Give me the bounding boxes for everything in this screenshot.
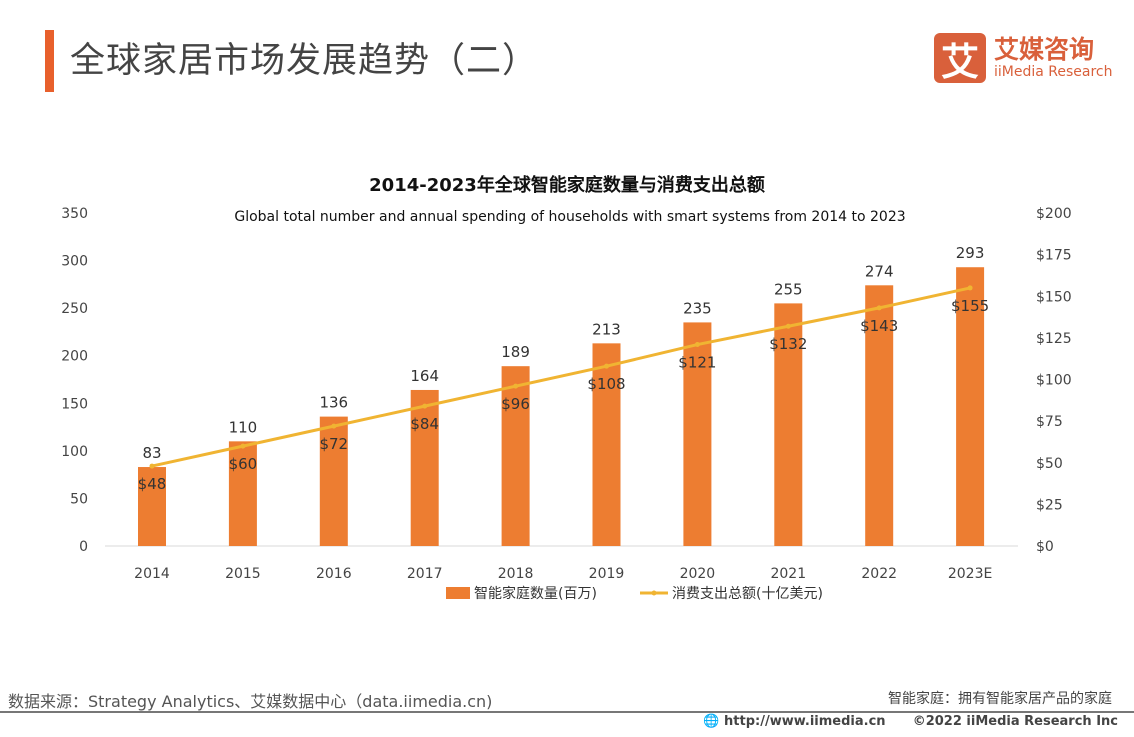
right-axis-tick: $200	[1036, 206, 1072, 222]
line-point	[240, 443, 246, 449]
line-label: $84	[410, 415, 439, 433]
line-point	[694, 342, 700, 348]
data-source: 数据来源：Strategy Analytics、艾媒数据中心（data.iime…	[8, 692, 493, 711]
right-axis-tick: $25	[1036, 497, 1063, 513]
x-axis-tick: 2016	[316, 566, 352, 582]
globe-icon: 🌐	[703, 714, 720, 729]
definition-note: 智能家庭：拥有智能家居产品的家庭	[888, 691, 1112, 707]
chart-title: 2014-2023年全球智能家庭数量与消费支出总额	[369, 174, 765, 196]
left-axis-tick: 0	[79, 539, 88, 555]
logo-en: iiMedia Research	[994, 64, 1113, 80]
legend-bar-label: 智能家庭数量(百万)	[474, 585, 597, 602]
x-axis-tick: 2023E	[948, 566, 992, 582]
line-point	[513, 383, 519, 389]
line-label: $96	[501, 395, 530, 413]
line-label: $48	[138, 475, 167, 493]
bar-label: 136	[319, 394, 348, 412]
legend-line-marker	[651, 590, 657, 596]
bar-label: 255	[774, 280, 803, 298]
website-link[interactable]: http://www.iimedia.cn	[724, 714, 886, 729]
bar-label: 164	[410, 367, 439, 385]
bar	[956, 267, 985, 546]
bar	[138, 467, 166, 546]
line-point	[422, 403, 428, 409]
left-axis-tick: 200	[61, 349, 88, 365]
bar	[228, 441, 257, 546]
left-axis-tick: 150	[61, 396, 88, 412]
left-axis-tick: 50	[70, 491, 88, 507]
bar	[501, 366, 530, 546]
spending-line	[151, 286, 971, 468]
line-point	[331, 423, 337, 429]
footer-links: 🌐 http://www.iimedia.cn ©2022 iiMedia Re…	[703, 714, 1118, 729]
bar-label: 235	[683, 299, 712, 317]
line-label: $143	[860, 317, 898, 335]
line-point	[967, 285, 973, 291]
right-axis-tick: $50	[1036, 456, 1063, 472]
line-label: $60	[229, 455, 258, 473]
bar	[592, 343, 621, 546]
title-accent-bar	[45, 30, 54, 92]
page-title: 全球家居市场发展趋势（二）	[70, 41, 539, 81]
left-axis-tick: 350	[61, 206, 88, 222]
x-axis-tick: 2014	[134, 566, 170, 582]
line-point	[876, 305, 882, 311]
x-axis-tick: 2019	[589, 566, 625, 582]
bar	[410, 389, 439, 546]
bar-label: 110	[229, 418, 258, 436]
line-point	[604, 363, 609, 369]
bar	[774, 303, 803, 546]
logo-cn: 艾媒咨询	[994, 35, 1095, 64]
x-axis-tick: 2020	[680, 566, 716, 582]
line-label: $72	[319, 435, 348, 453]
logo-mark: 艾	[934, 33, 986, 84]
bar	[865, 285, 894, 546]
x-axis-tick: 2021	[770, 566, 806, 582]
right-axis-tick: $75	[1036, 414, 1063, 430]
copyright: ©2022 iiMedia Research Inc	[912, 714, 1118, 729]
right-axis-tick: $175	[1036, 248, 1072, 264]
bar-label: 189	[501, 343, 530, 361]
footer-divider	[0, 711, 1134, 713]
left-axis-tick: 250	[61, 301, 88, 317]
bar-label: 293	[956, 244, 985, 262]
left-axis-tick: 100	[61, 444, 88, 460]
x-axis-tick: 2022	[861, 566, 897, 582]
line-label: $108	[587, 375, 625, 393]
line-label: $121	[678, 354, 716, 372]
line-point	[785, 323, 791, 329]
x-axis-tick: 2017	[407, 566, 443, 582]
right-axis-tick: $125	[1036, 331, 1072, 347]
x-axis-tick: 2018	[498, 566, 534, 582]
left-axis-tick: 300	[61, 254, 88, 270]
line-label: $155	[951, 297, 989, 315]
line-point	[149, 463, 155, 469]
bar-label: 83	[142, 444, 161, 462]
bar-label: 274	[865, 262, 894, 280]
line-label: $132	[769, 335, 807, 353]
right-axis-tick: $0	[1036, 539, 1054, 555]
right-axis-tick: $100	[1036, 373, 1072, 389]
chart-subtitle: Global total number and annual spending …	[234, 209, 905, 225]
legend-bar-swatch	[446, 587, 470, 599]
legend-line-label: 消费支出总额(十亿美元)	[672, 586, 823, 602]
iimedia-logo: 艾 艾媒咨询 iiMedia Research	[934, 33, 1113, 84]
right-axis-tick: $150	[1036, 289, 1072, 305]
bar-label: 213	[592, 320, 621, 338]
x-axis-tick: 2015	[225, 566, 261, 582]
bar	[683, 322, 712, 546]
bar	[319, 416, 348, 546]
